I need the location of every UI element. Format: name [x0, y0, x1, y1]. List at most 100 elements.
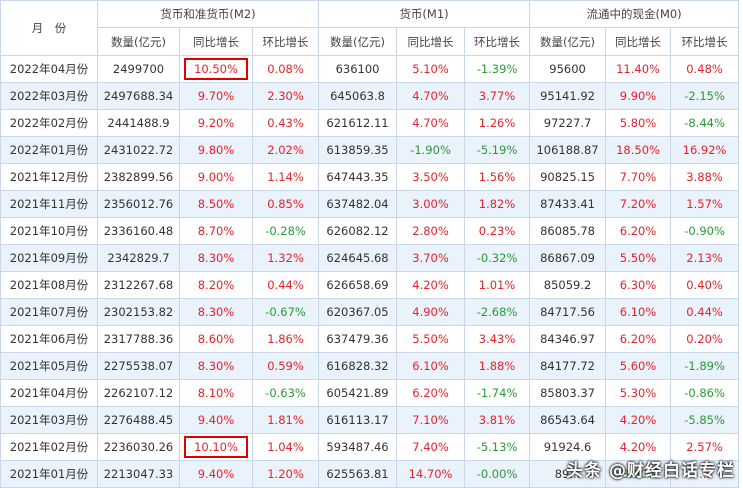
m0-mom-cell: 0.44%: [670, 298, 740, 326]
table-row: 2021年10月份 2336160.48 8.70% -0.28% 626082.12 2…: [0, 217, 740, 245]
m1-mom-cell: -5.19%: [464, 136, 531, 164]
month-cell: 2021年09月份: [0, 244, 98, 272]
m2-amount-cell: 2312267.68: [97, 271, 180, 299]
m2-yoy-cell: 8.30%: [179, 244, 253, 272]
m2-yoy-cell: 9.20%: [179, 109, 253, 137]
m1-yoy-cell: 3.70%: [396, 244, 466, 272]
m1-mom-cell: 3.81%: [464, 406, 531, 434]
m0-yoy-cell: 6.20%: [605, 325, 672, 353]
m0-mom-cell: -0.86%: [670, 379, 740, 407]
m0-amount-cell: 106188.87: [529, 136, 607, 164]
m2-yoy-cell: 10.10%: [179, 433, 253, 461]
m0-amount-cell: 97227.7: [529, 109, 607, 137]
m2-amount-cell: 2276488.45: [97, 406, 180, 434]
m0-yoy-cell: 4.20%: [605, 406, 672, 434]
month-cell: 2021年07月份: [0, 298, 98, 326]
m1-yoy-cell: 4.70%: [396, 109, 466, 137]
month-cell: 2021年08月份: [0, 271, 98, 299]
m2-mom-cell: 0.44%: [251, 271, 320, 299]
m1-mom-cell: -2.68%: [464, 298, 531, 326]
m2-mom-cell: 0.85%: [251, 190, 320, 218]
m0-amount-cell: 95141.92: [529, 82, 607, 110]
m1-amount-cell: 613859.35: [318, 136, 398, 164]
m2-mom-header: 环比增长: [251, 27, 320, 56]
highlight-box: [184, 58, 248, 80]
m1-yoy-header: 同比增长: [396, 27, 466, 56]
m0-yoy-cell: 6.10%: [605, 298, 672, 326]
m0-yoy-cell: 11.40%: [605, 55, 672, 83]
m2-mom-cell: -0.63%: [251, 379, 320, 407]
m2-amount-cell: 2336160.48: [97, 217, 180, 245]
table-row: 2021年03月份 2276488.45 9.40% 1.81% 616113.17 7.…: [0, 406, 740, 434]
m0-amount-cell: 85059.2: [529, 271, 607, 299]
m1-amount-cell: 616113.17: [318, 406, 398, 434]
m1-mom-cell: 0.23%: [464, 217, 531, 245]
m0-yoy-cell: 6.30%: [605, 271, 672, 299]
month-cell: 2021年05月份: [0, 352, 98, 380]
m2-yoy-cell: 8.30%: [179, 298, 253, 326]
m2-amount-cell: 2497688.34: [97, 82, 180, 110]
m1-mom-cell: 1.82%: [464, 190, 531, 218]
m2-amount-cell: 2431022.72: [97, 136, 180, 164]
m0-yoy-cell: 7.70%: [605, 163, 672, 191]
m1-yoy-cell: 2.80%: [396, 217, 466, 245]
watermark-text: 头条 @财经白话专栏: [566, 461, 735, 481]
m2-mom-cell: 1.32%: [251, 244, 320, 272]
m0-amount-header: 数量(亿元): [529, 27, 607, 56]
table-row: 2021年12月份 2382899.56 9.00% 1.14% 647443.35 3.…: [0, 163, 740, 191]
m2-yoy-header: 同比增长: [179, 27, 253, 56]
m0-mom-header: 环比增长: [670, 27, 740, 56]
month-cell: 2021年11月份: [0, 190, 98, 218]
m0-amount-cell: 86867.09: [529, 244, 607, 272]
m2-amount-cell: 2262107.12: [97, 379, 180, 407]
header-row-groups: 月 份 货币和准货币(M2) 货币(M1) 流通中的现金(M0): [0, 0, 740, 56]
m2-amount-cell: 2499700: [97, 55, 180, 83]
m1-mom-cell: -0.32%: [464, 244, 531, 272]
month-cell: 2021年01月份: [0, 460, 98, 488]
m1-mom-cell: 1.26%: [464, 109, 531, 137]
m0-amount-cell: 84346.97: [529, 325, 607, 353]
m1-amount-cell: 605421.89: [318, 379, 398, 407]
m1-yoy-cell: -1.90%: [396, 136, 466, 164]
table-row: 2021年09月份 2342829.7 8.30% 1.32% 624645.68 3.7…: [0, 244, 740, 272]
m2-mom-cell: 1.20%: [251, 460, 320, 488]
m1-mom-cell: 3.43%: [464, 325, 531, 353]
m1-amount-cell: 620367.05: [318, 298, 398, 326]
m1-amount-cell: 647443.35: [318, 163, 398, 191]
month-cell: 2021年10月份: [0, 217, 98, 245]
m1-amount-cell: 621612.11: [318, 109, 398, 137]
m0-mom-cell: -0.90%: [670, 217, 740, 245]
month-cell: 2021年02月份: [0, 433, 98, 461]
m2-mom-cell: 0.59%: [251, 352, 320, 380]
table-row: 2022年02月份 2441488.9 9.20% 0.43% 621612.11 4.7…: [0, 109, 740, 137]
m0-mom-cell: 2.57%: [670, 433, 740, 461]
m2-yoy-cell: 8.60%: [179, 325, 253, 353]
m1-yoy-cell: 7.10%: [396, 406, 466, 434]
month-cell: 2021年06月份: [0, 325, 98, 353]
m2-yoy-cell: 8.20%: [179, 271, 253, 299]
m1-yoy-cell: 14.70%: [396, 460, 466, 488]
m2-yoy-cell: 9.40%: [179, 460, 253, 488]
m1-amount-cell: 636100: [318, 55, 398, 83]
table-row: 2022年01月份 2431022.72 9.80% 2.02% 613859.35 -1…: [0, 136, 740, 164]
m2-yoy-cell: 8.10%: [179, 379, 253, 407]
m0-mom-cell: ...: [670, 460, 740, 488]
m1-amount-cell: 625563.81: [318, 460, 398, 488]
m1-amount-header: 数量(亿元): [318, 27, 398, 56]
m0-amount-cell: 84717.56: [529, 298, 607, 326]
m0-yoy-cell: 5.60%: [605, 352, 672, 380]
month-cell: 2022年02月份: [0, 109, 98, 137]
month-cell: 2021年12月份: [0, 163, 98, 191]
m1-mom-cell: -1.39%: [464, 55, 531, 83]
m1-mom-cell: -5.13%: [464, 433, 531, 461]
m2-mom-cell: -0.67%: [251, 298, 320, 326]
m1-yoy-cell: 3.00%: [396, 190, 466, 218]
m0-mom-cell: 0.20%: [670, 325, 740, 353]
m2-mom-cell: 0.08%: [251, 55, 320, 83]
m1-mom-cell: 1.56%: [464, 163, 531, 191]
m0-amount-cell: 84177.72: [529, 352, 607, 380]
m1-yoy-cell: 7.40%: [396, 433, 466, 461]
m2-mom-cell: 1.81%: [251, 406, 320, 434]
m1-mom-cell: -0.00%: [464, 460, 531, 488]
m0-amount-cell: 86543.64: [529, 406, 607, 434]
